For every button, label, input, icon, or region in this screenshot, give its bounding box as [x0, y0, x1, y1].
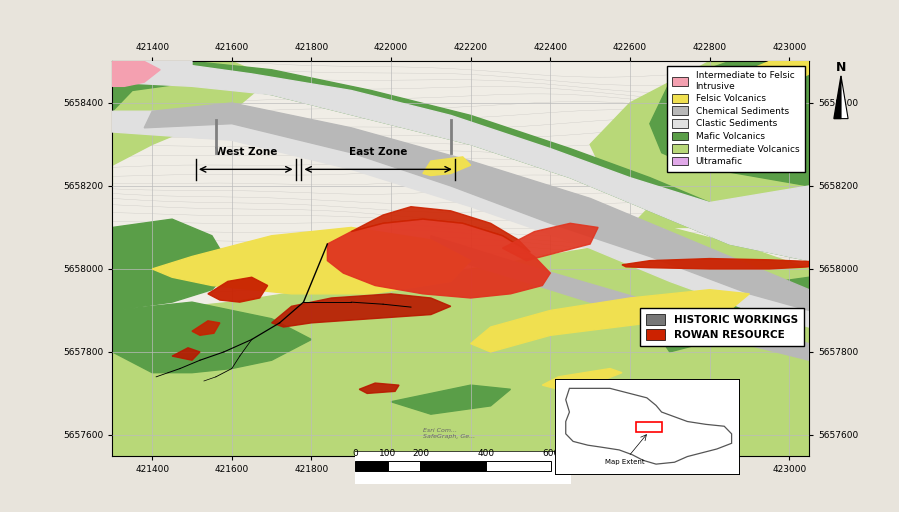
Polygon shape	[706, 61, 809, 128]
Polygon shape	[670, 402, 729, 426]
Polygon shape	[565, 388, 732, 464]
Polygon shape	[841, 76, 848, 119]
Polygon shape	[834, 76, 841, 119]
Text: East Zone: East Zone	[349, 147, 407, 157]
Polygon shape	[650, 277, 809, 352]
Polygon shape	[112, 219, 232, 310]
Bar	[355, 461, 387, 471]
Polygon shape	[112, 227, 809, 456]
Polygon shape	[112, 302, 311, 373]
Text: 200: 200	[412, 450, 429, 458]
Polygon shape	[271, 294, 450, 327]
Polygon shape	[471, 290, 750, 352]
Polygon shape	[192, 321, 220, 335]
Bar	[485, 461, 551, 471]
Polygon shape	[144, 103, 809, 310]
Polygon shape	[208, 277, 268, 302]
Text: Map Extent: Map Extent	[605, 459, 645, 465]
Bar	[636, 421, 662, 432]
Polygon shape	[590, 61, 809, 227]
Polygon shape	[112, 61, 160, 87]
Bar	[387, 461, 421, 471]
Polygon shape	[431, 236, 809, 360]
Polygon shape	[152, 227, 471, 294]
Text: 400: 400	[477, 450, 494, 458]
Polygon shape	[650, 61, 809, 186]
Text: Esri Com...
SafeGraph, Ge...: Esri Com... SafeGraph, Ge...	[423, 428, 475, 439]
Text: 600: 600	[543, 450, 560, 458]
Text: 0: 0	[352, 450, 358, 458]
Polygon shape	[112, 111, 809, 327]
Polygon shape	[503, 223, 598, 261]
Text: 100: 100	[379, 450, 396, 458]
Polygon shape	[423, 157, 471, 176]
Polygon shape	[686, 443, 717, 454]
Polygon shape	[542, 369, 622, 389]
Polygon shape	[112, 61, 271, 186]
Bar	[421, 461, 485, 471]
Polygon shape	[172, 348, 200, 360]
Polygon shape	[352, 207, 530, 252]
Polygon shape	[112, 61, 809, 261]
Text: N: N	[836, 61, 846, 74]
Polygon shape	[327, 219, 550, 298]
Legend: HISTORIC WORKINGS, ROWAN RESOURCE: HISTORIC WORKINGS, ROWAN RESOURCE	[640, 308, 804, 346]
Polygon shape	[112, 61, 809, 261]
Polygon shape	[391, 385, 511, 414]
Text: West Zone: West Zone	[215, 147, 277, 157]
Polygon shape	[360, 383, 399, 393]
Polygon shape	[717, 448, 737, 454]
Polygon shape	[622, 259, 809, 269]
Polygon shape	[583, 418, 638, 439]
Text: Meters: Meters	[555, 450, 585, 458]
